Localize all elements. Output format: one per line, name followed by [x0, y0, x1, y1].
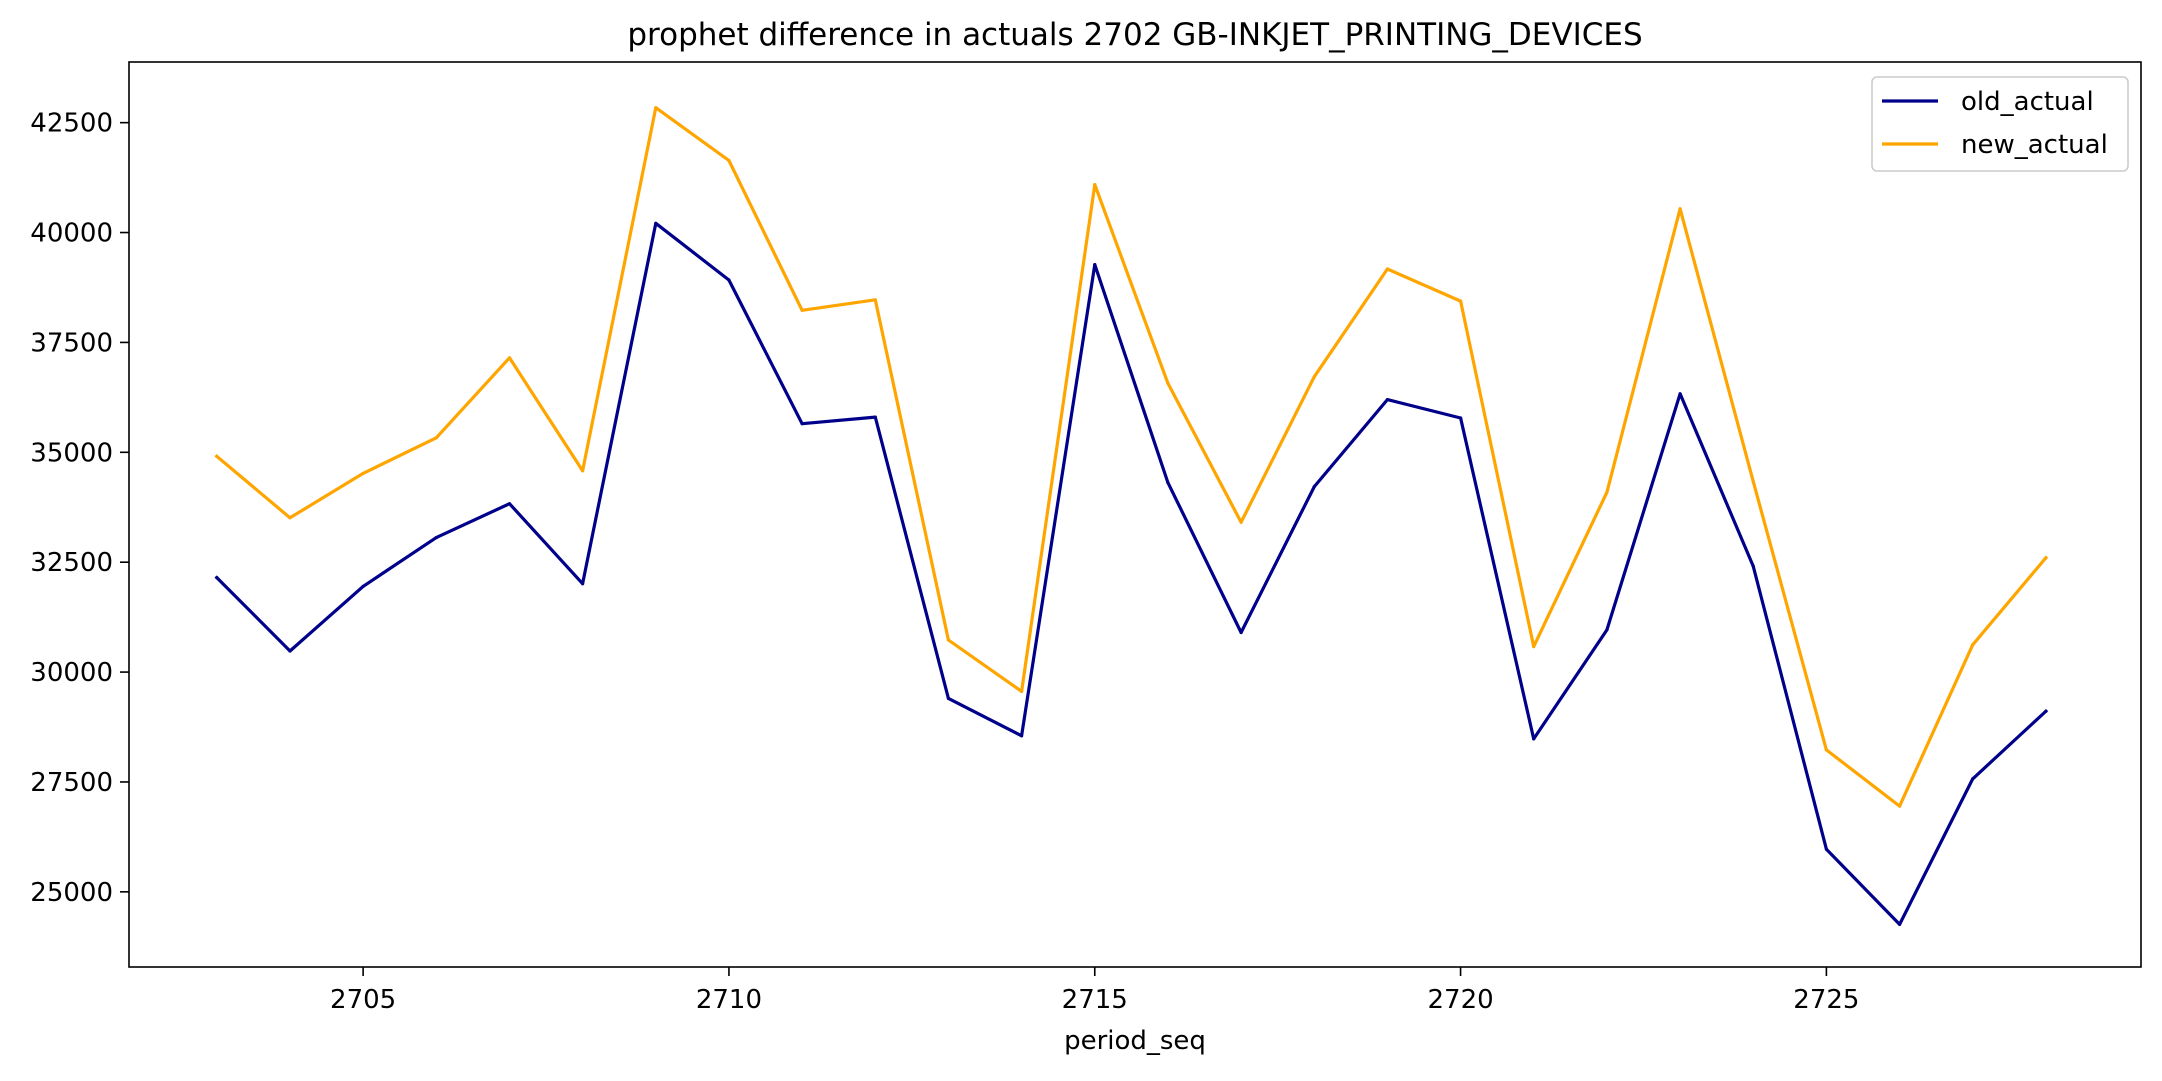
- y-axis: 25000 27500 30000 32500 35000 37500 40000 42500: [30, 109, 129, 908]
- data-point-old-actual-2719: [1385, 398, 1389, 402]
- data-point-old-actual-2709: [654, 221, 658, 225]
- data-point-new-actual-2714: [1020, 689, 1024, 694]
- data-point-new-actual-2725: [1824, 748, 1828, 752]
- data-point-old-actual-2704: [288, 649, 292, 653]
- data-point-new-actual-2720: [1459, 299, 1463, 303]
- data-point-old-actual-2728: [2044, 709, 2048, 713]
- data-point-new-actual-2722: [1605, 490, 1609, 494]
- y-tick-label: 32500: [30, 548, 113, 578]
- data-point-new-actual-2704: [288, 516, 292, 520]
- data-point-old-actual-2722: [1605, 628, 1609, 632]
- data-point-old-actual-2723: [1678, 392, 1682, 396]
- y-tick-label: 37500: [30, 328, 113, 358]
- data-point-new-actual-2717: [1239, 520, 1243, 524]
- plot-frame: [128, 61, 2142, 968]
- data-point-new-actual-2721: [1532, 645, 1536, 649]
- data-point-old-actual-2715: [1093, 263, 1097, 267]
- series-line-new-actual: [214, 106, 2049, 808]
- data-point-new-actual-2726: [1898, 804, 1902, 808]
- x-tick-label: 2720: [1427, 985, 1493, 1015]
- plot-area: [214, 106, 2049, 927]
- y-tick-label: 27500: [30, 768, 113, 798]
- data-point-new-actual-2724: [1751, 479, 1755, 483]
- data-point-old-actual-2721: [1532, 737, 1536, 741]
- y-tick-label: 30000: [30, 658, 113, 688]
- series-line-old-actual: [214, 221, 2049, 927]
- x-tick-label: 2705: [330, 985, 396, 1015]
- data-point-old-actual-2703: [215, 576, 219, 580]
- data-point-new-actual-2718: [1312, 375, 1316, 379]
- data-point-old-actual-2707: [507, 502, 512, 506]
- data-point-old-actual-2725: [1824, 847, 1828, 851]
- y-tick-label: 35000: [30, 438, 113, 468]
- data-point-new-actual-2713: [946, 638, 951, 642]
- data-point-new-actual-2715: [1093, 183, 1097, 187]
- y-tick-label: 40000: [30, 219, 113, 249]
- data-point-new-actual-2727: [1971, 643, 1975, 647]
- data-point-old-actual-2717: [1239, 630, 1243, 635]
- data-point-new-actual-2716: [1166, 381, 1170, 385]
- data-point-new-actual-2708: [581, 469, 585, 473]
- data-point-old-actual-2711: [800, 422, 804, 426]
- data-point-old-actual-2720: [1459, 416, 1463, 420]
- data-point-new-actual-2706: [434, 436, 438, 440]
- data-point-old-actual-2726: [1898, 922, 1902, 927]
- data-point-new-actual-2719: [1385, 267, 1389, 271]
- data-point-new-actual-2710: [727, 158, 731, 163]
- data-point-new-actual-2711: [800, 308, 804, 312]
- x-tick-label: 2710: [696, 985, 762, 1015]
- data-point-new-actual-2709: [654, 106, 658, 110]
- data-point-old-actual-2706: [434, 536, 438, 540]
- data-point-old-actual-2705: [361, 584, 365, 589]
- x-axis: 2705 2710 2715 2720 2725: [330, 967, 1859, 1015]
- legend: old_actual new_actual: [1871, 76, 2129, 172]
- x-tick-label: 2715: [1062, 985, 1128, 1015]
- data-point-new-actual-2712: [873, 298, 877, 302]
- y-tick-label: 42500: [30, 109, 113, 139]
- data-point-old-actual-2727: [1971, 777, 1975, 781]
- data-point-new-actual-2723: [1678, 207, 1682, 211]
- data-point-old-actual-2714: [1020, 734, 1024, 738]
- data-point-old-actual-2716: [1166, 481, 1170, 485]
- chart-title: prophet difference in actuals 2702 GB-IN…: [627, 17, 1642, 53]
- data-point-old-actual-2713: [946, 696, 951, 701]
- data-point-new-actual-2728: [2044, 556, 2048, 560]
- data-point-old-actual-2708: [581, 582, 585, 586]
- data-point-old-actual-2724: [1751, 564, 1755, 568]
- x-tick-label: 2725: [1793, 985, 1859, 1015]
- legend-label-old-actual: old_actual: [1961, 87, 2094, 117]
- data-point-old-actual-2712: [873, 415, 877, 419]
- data-point-new-actual-2705: [361, 471, 365, 475]
- legend-label-new-actual: new_actual: [1961, 130, 2108, 160]
- data-point-old-actual-2718: [1312, 485, 1316, 489]
- data-point-new-actual-2703: [215, 454, 219, 458]
- x-axis-title: period_seq: [1064, 1026, 1206, 1056]
- data-point-new-actual-2707: [507, 356, 512, 360]
- y-tick-label: 25000: [30, 878, 113, 908]
- data-point-old-actual-2710: [727, 278, 731, 282]
